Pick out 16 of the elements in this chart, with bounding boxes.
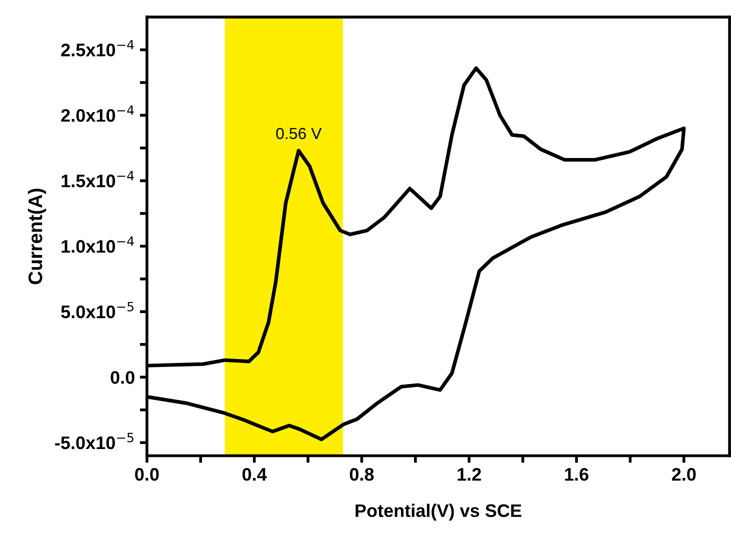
y-tick-label: -5.0x10$^{−5}$ bbox=[55, 432, 134, 450]
x-axis-title: Potential(V) vs SCE bbox=[356, 504, 522, 521]
annotation: 0.56 V bbox=[276, 128, 322, 140]
y-tick-label: 0.0 bbox=[110, 371, 134, 384]
y-tick-label: 1.5x10$^{−4}$ bbox=[62, 171, 134, 188]
x-tick-label: 2.0 bbox=[672, 468, 696, 481]
y-tick-label: 2.0x10$^{−4}$ bbox=[61, 106, 134, 122]
x-tick-label: 1.6 bbox=[565, 468, 588, 481]
x-tick-label: 0.0 bbox=[135, 468, 159, 481]
y-tick-label: 2.5x10$^{−4}$ bbox=[61, 40, 134, 56]
y-tick-label: 1.0x10$^{−4}$ bbox=[62, 236, 134, 253]
x-tick-label: 1.2 bbox=[458, 468, 481, 481]
x-tick-label: 0.4 bbox=[242, 468, 267, 481]
x-tick-label: 0.8 bbox=[350, 468, 374, 481]
y-axis-title: Current(A) bbox=[28, 188, 46, 284]
y-tick-label: 5.0x10$^{−5}$ bbox=[61, 302, 134, 318]
